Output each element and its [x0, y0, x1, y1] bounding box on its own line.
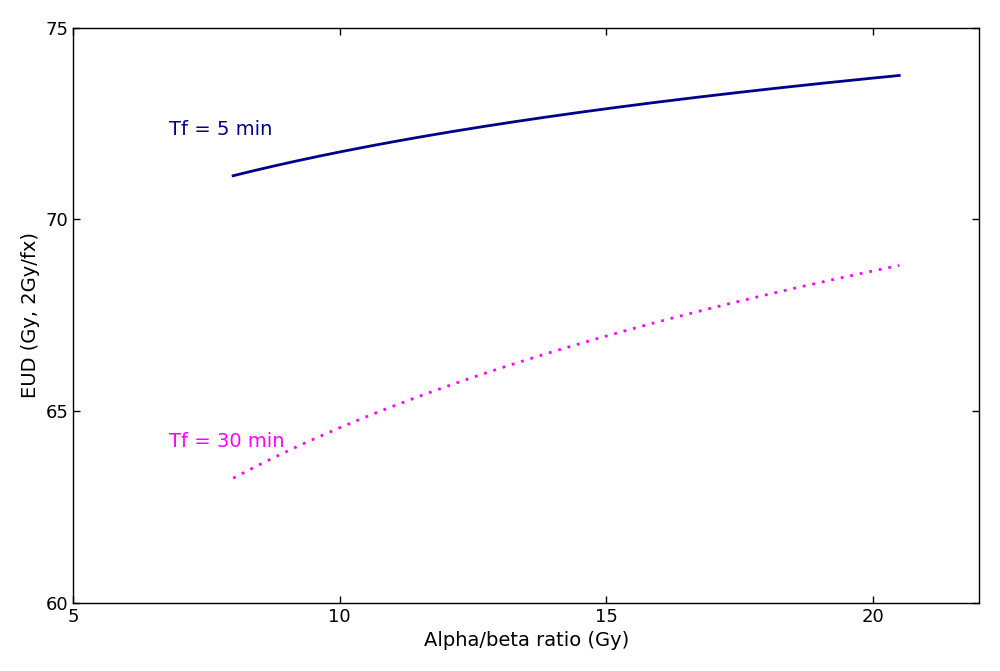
Text: Tf = 5 min: Tf = 5 min [169, 120, 273, 139]
Text: Tf = 30 min: Tf = 30 min [169, 432, 285, 452]
X-axis label: Alpha/beta ratio (Gy): Alpha/beta ratio (Gy) [424, 631, 629, 650]
Y-axis label: EUD (Gy, 2Gy/fx): EUD (Gy, 2Gy/fx) [21, 232, 40, 399]
